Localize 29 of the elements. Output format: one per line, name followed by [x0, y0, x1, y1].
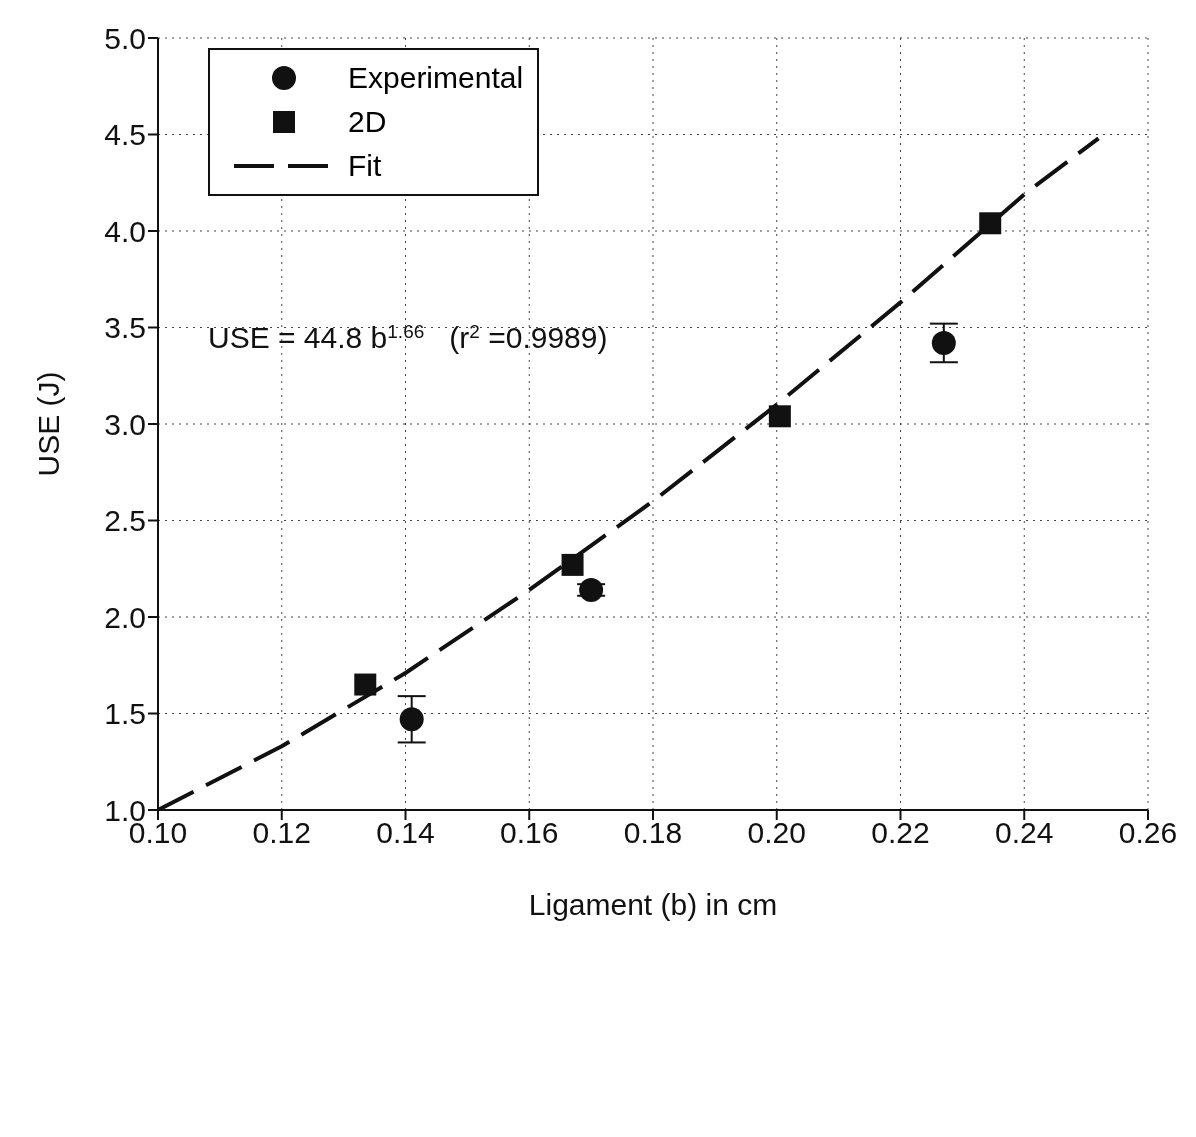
x-tick-label: 0.12 [252, 816, 311, 850]
x-axis-title: Ligament (b) in cm [528, 888, 778, 921]
y-tick-label: 3.5 [104, 311, 146, 345]
x-tick-label: 0.18 [623, 816, 683, 850]
point [931, 330, 956, 355]
x-tick-label: 0.20 [747, 816, 806, 850]
x-tick-label: 0.22 [871, 816, 930, 850]
x-tick-label: 0.26 [1118, 816, 1178, 850]
point [399, 707, 424, 732]
point [979, 212, 1002, 235]
y-tick-label: 2.5 [104, 504, 146, 538]
legend-label: 2D [348, 105, 387, 139]
x-tick-label: 0.14 [376, 816, 435, 850]
y-tick-label: 4.5 [104, 118, 146, 152]
point [354, 673, 377, 696]
x-tick-label: 0.24 [995, 816, 1054, 850]
legend-label: Experimental [348, 61, 524, 95]
point [768, 405, 791, 428]
text: USE = 44.8 b$^{1.66}$ (r$^{2}$ =0.9989) [208, 320, 608, 354]
y-axis-title: USE (J) [31, 371, 65, 477]
y-tick-label: 2.0 [104, 600, 146, 634]
legend-label: Fit [348, 149, 382, 183]
x-tick-label: 0.16 [500, 816, 559, 850]
y-tick-label: 5.0 [104, 21, 146, 55]
point [579, 577, 604, 602]
y-tick-label: 4.0 [104, 214, 146, 248]
y-tick-label: 1.5 [104, 697, 146, 731]
point [561, 553, 584, 576]
y-tick-label: 3.0 [104, 407, 146, 441]
